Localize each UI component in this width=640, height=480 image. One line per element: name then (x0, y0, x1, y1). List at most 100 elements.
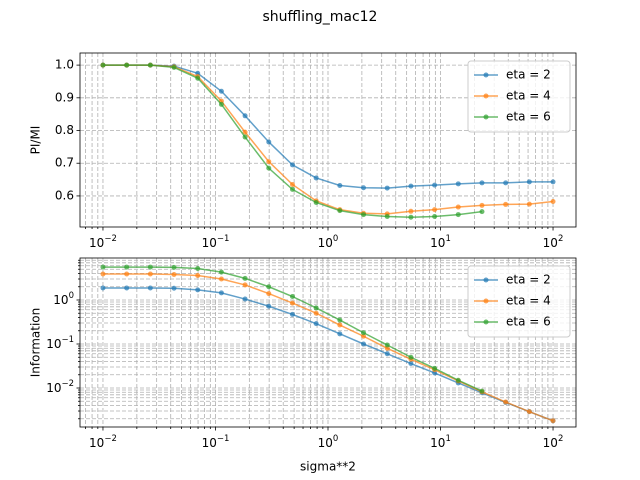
point (266, 159, 272, 165)
y-tick-label: 0.8 (55, 123, 74, 137)
x-tick-label: 102 (543, 434, 564, 450)
point (171, 264, 177, 270)
point (147, 62, 153, 68)
y-tick-label: 0.7 (55, 156, 74, 170)
legend-label: eta = 6 (506, 315, 551, 329)
legend-label: eta = 6 (506, 110, 551, 124)
point (171, 64, 177, 70)
point (408, 214, 414, 220)
point (100, 285, 106, 291)
point (242, 296, 248, 302)
point (479, 202, 485, 208)
axes-frame (79, 257, 577, 428)
point (289, 181, 295, 187)
point (313, 310, 319, 316)
y-tick-label: 0.9 (55, 90, 74, 104)
point (479, 388, 485, 394)
point (479, 209, 485, 215)
point (432, 182, 438, 188)
point (408, 208, 414, 214)
point (384, 185, 390, 191)
point (218, 290, 224, 296)
point (361, 333, 367, 339)
point (526, 179, 532, 185)
point (408, 354, 414, 360)
point (242, 275, 248, 281)
point (266, 139, 272, 145)
series-line (102, 287, 554, 422)
point (337, 208, 343, 214)
point (384, 351, 390, 357)
x-tick-label: 101 (430, 234, 451, 250)
point (455, 181, 461, 187)
point (147, 285, 153, 291)
point (171, 271, 177, 277)
point (455, 204, 461, 210)
point (503, 201, 509, 207)
legend-box (467, 60, 571, 133)
y-tick-label: 10−2 (46, 379, 74, 395)
x-tick-label: 100 (318, 434, 339, 450)
point (266, 303, 272, 309)
point (242, 134, 248, 140)
chart-title: shuffling_mac12 (263, 9, 378, 25)
point (195, 273, 201, 279)
point (218, 276, 224, 282)
point (147, 264, 153, 270)
point (550, 179, 556, 185)
point (100, 271, 106, 277)
point (384, 342, 390, 348)
point (147, 271, 153, 277)
legend-marker (483, 93, 489, 99)
point (100, 62, 106, 68)
point (218, 269, 224, 275)
point (242, 129, 248, 135)
y-tick-label: 1.0 (55, 58, 74, 72)
legend-marker (483, 298, 489, 304)
point (361, 212, 367, 218)
y-axis-label: PI/MI (29, 126, 43, 155)
point (361, 341, 367, 347)
point (124, 285, 130, 291)
point (195, 75, 201, 81)
x-tick-label: 10−2 (89, 434, 117, 450)
point (337, 317, 343, 323)
point (432, 207, 438, 213)
point (408, 361, 414, 367)
point (195, 265, 201, 271)
legend-label: eta = 4 (506, 294, 551, 308)
x-tick-label: 101 (430, 434, 451, 450)
point (289, 294, 295, 300)
point (313, 321, 319, 327)
point (408, 183, 414, 189)
point (337, 182, 343, 188)
point (218, 101, 224, 107)
legend-label: eta = 2 (506, 273, 551, 287)
point (455, 377, 461, 383)
legend-box (467, 265, 571, 338)
point (124, 264, 130, 270)
y-tick-label: 100 (53, 290, 74, 306)
point (526, 201, 532, 207)
x-tick-label: 10−2 (89, 234, 117, 250)
x-tick-label: 100 (318, 234, 339, 250)
series-line (102, 64, 483, 218)
point (503, 399, 509, 405)
point (171, 285, 177, 291)
x-tick-label: 10−1 (202, 434, 230, 450)
point (432, 214, 438, 220)
legend-marker (483, 72, 489, 78)
point (526, 409, 532, 415)
point (242, 113, 248, 119)
legend-label: eta = 4 (506, 89, 551, 103)
legend-marker (483, 319, 489, 325)
point (455, 212, 461, 218)
point (313, 199, 319, 205)
x-axis-label: sigma**2 (300, 460, 356, 474)
point (313, 305, 319, 311)
point (361, 330, 367, 336)
point (124, 62, 130, 68)
legend-marker (483, 277, 489, 283)
point (124, 271, 130, 277)
